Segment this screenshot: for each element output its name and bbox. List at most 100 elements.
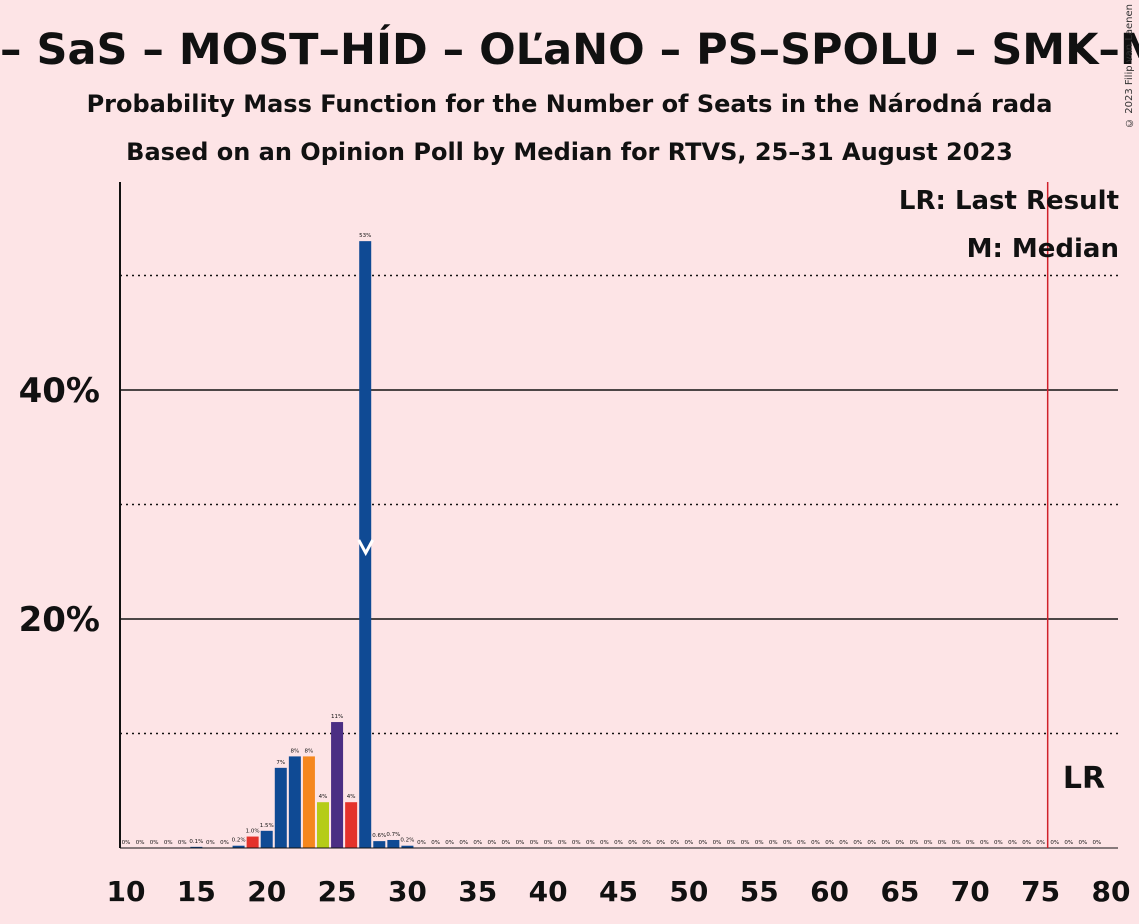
bar-value-label: 0%	[980, 840, 989, 846]
bar-value-label: 53%	[359, 233, 371, 239]
bar-value-label: 0%	[713, 840, 722, 846]
legend-median: M: Median	[966, 234, 1119, 264]
bar-value-label: 0%	[811, 840, 820, 846]
bar-value-label: 0%	[136, 840, 145, 846]
bar-value-label: 0%	[502, 840, 511, 846]
x-tick-label: 20	[247, 875, 286, 908]
x-tick-label: 55	[740, 875, 779, 908]
bar-value-label: 0%	[727, 840, 736, 846]
bar	[401, 845, 414, 848]
chart-title: – SaS – MOST–HÍD – OĽaNO – PS–SPOLU – SM…	[0, 25, 1139, 75]
x-tick-label: 10	[107, 875, 146, 908]
bar-value-label: 0%	[544, 840, 553, 846]
x-tick-label: 70	[951, 875, 990, 908]
x-tick-label: 30	[388, 875, 427, 908]
bar	[288, 756, 301, 848]
bar	[274, 767, 287, 848]
bar-value-label: 0%	[1008, 840, 1017, 846]
bar-value-label: 4%	[319, 794, 328, 800]
x-tick-label: 50	[669, 875, 708, 908]
last-result-label: LR	[1063, 761, 1105, 796]
bar-value-label: 0%	[1036, 840, 1045, 846]
bar	[345, 802, 358, 848]
bar-value-label: 0%	[839, 840, 848, 846]
bar-value-label: 0%	[1093, 840, 1102, 846]
bar	[232, 845, 245, 848]
bar-value-label: 0%	[459, 840, 468, 846]
bar	[359, 241, 372, 848]
bar-value-label: 0%	[431, 840, 440, 846]
x-tick-label: 80	[1092, 875, 1131, 908]
copyright-notice: © 2023 Filip van Laenen	[1124, 4, 1135, 128]
bar	[331, 722, 344, 848]
bar-labels: 0% 0% 0% 0% 0% 0.1% 0% 0% 0.2%1.0%1.5%7%8% 8%4%11…	[122, 233, 1102, 846]
bar	[387, 839, 400, 848]
bar-value-label: 8%	[290, 748, 299, 754]
bar-value-label: 0%	[867, 840, 876, 846]
gridlines	[120, 274, 1118, 735]
bar-value-label: 0%	[445, 840, 454, 846]
markers: LR	[357, 182, 1105, 848]
bar-value-label: 0%	[656, 840, 665, 846]
bar-value-label: 0%	[178, 840, 187, 846]
bar-value-label: 0%	[473, 840, 482, 846]
bar-value-label: 0%	[1064, 840, 1073, 846]
bar-value-label: 0%	[966, 840, 975, 846]
x-tick-label: 60	[810, 875, 849, 908]
x-tick-label: 75	[1021, 875, 1060, 908]
bar-value-label: 7%	[276, 760, 285, 766]
bar-value-label: 0%	[994, 840, 1003, 846]
axes: 10 15 20 25 30 35 40 45 50 55 60 65 70 75 80 20% 40%	[19, 182, 1131, 908]
bar-value-label: 4%	[347, 794, 356, 800]
bar-value-label: 0%	[952, 840, 961, 846]
bar	[246, 836, 259, 848]
bar-value-label: 0%	[572, 840, 581, 846]
bar-value-label: 0%	[417, 840, 426, 846]
bar-value-label: 0%	[600, 840, 609, 846]
bar-value-label: 0%	[741, 840, 750, 846]
bar-value-label: 0%	[699, 840, 708, 846]
bar-value-label: 0%	[220, 840, 229, 846]
bar-value-label: 0%	[642, 840, 651, 846]
bar	[302, 756, 315, 848]
bar-value-label: 0%	[755, 840, 764, 846]
bar-value-label: 0%	[614, 840, 623, 846]
bar	[373, 841, 386, 848]
bar-value-label: 0%	[487, 840, 496, 846]
x-tick-label: 35	[458, 875, 497, 908]
y-tick-label: 20%	[19, 600, 100, 640]
bar-value-label: 0%	[910, 840, 919, 846]
bar-value-label: 0%	[150, 840, 159, 846]
x-tick-label: 15	[177, 875, 216, 908]
x-tick-label: 45	[599, 875, 638, 908]
bar-value-label: 0%	[896, 840, 905, 846]
bar-value-label: 0%	[924, 840, 933, 846]
bar-value-label: 0%	[853, 840, 862, 846]
bar-value-label: 0%	[628, 840, 637, 846]
bar-value-label: 0%	[825, 840, 834, 846]
x-tick-label: 65	[880, 875, 919, 908]
bar-value-label: 0%	[769, 840, 778, 846]
x-tick-label: 40	[529, 875, 568, 908]
bar-value-label: 0.7%	[386, 832, 400, 838]
chart-subtitle-1: Probability Mass Function for the Number…	[86, 90, 1053, 118]
bar-value-label: 0%	[797, 840, 806, 846]
bar-value-label: 0%	[670, 840, 679, 846]
bar-value-label: 0%	[586, 840, 595, 846]
bar-value-label: 1.5%	[260, 823, 274, 829]
bar-value-label: 0%	[530, 840, 539, 846]
bar-value-label: 0.1%	[189, 839, 203, 845]
bar-value-label: 0%	[516, 840, 525, 846]
chart-subtitle-2: Based on an Opinion Poll by Median for R…	[126, 138, 1013, 166]
median-marker	[357, 539, 375, 557]
bar-value-label: 0%	[881, 840, 890, 846]
bar-value-label: 0.2%	[232, 838, 246, 844]
bar-value-label: 0%	[1050, 840, 1059, 846]
bar-value-label: 0%	[684, 840, 693, 846]
bar-value-label: 8%	[305, 748, 314, 754]
bar-value-label: 0.6%	[372, 833, 386, 839]
bar-value-label: 0%	[1022, 840, 1031, 846]
x-tick-label: 25	[318, 875, 357, 908]
bars	[190, 241, 414, 848]
